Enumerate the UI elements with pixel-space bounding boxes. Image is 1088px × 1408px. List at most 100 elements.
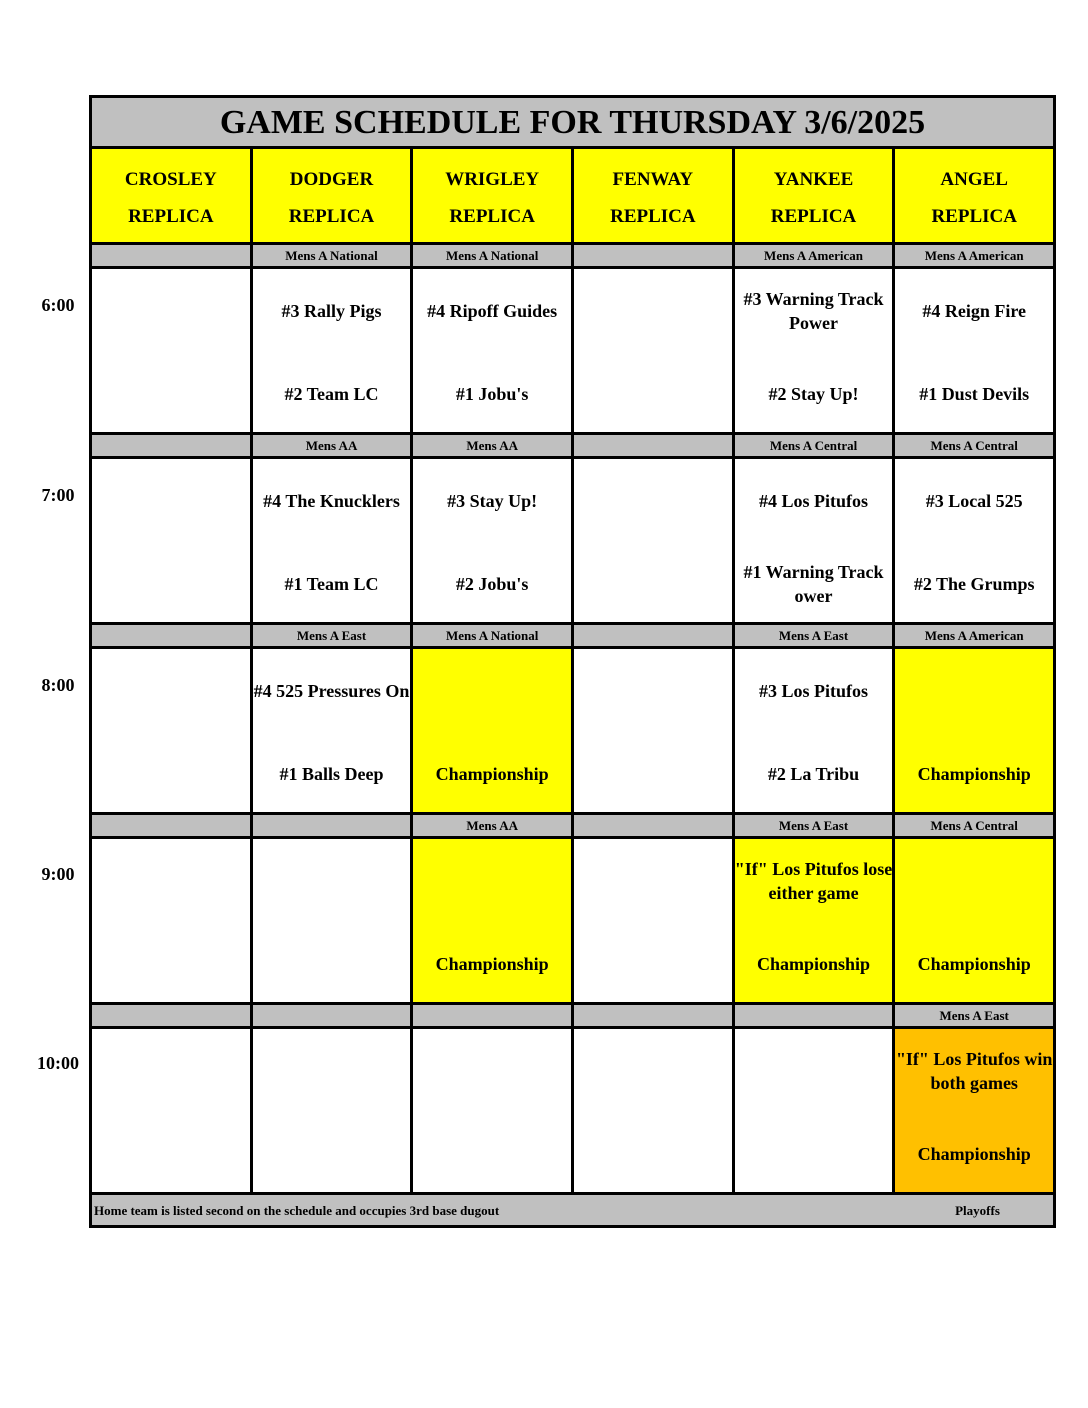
home-team: Championship — [435, 954, 549, 974]
field-name-line1: CROSLEY — [124, 169, 217, 190]
time-label: 10:00 — [37, 1053, 79, 1073]
row-divider — [92, 1002, 1053, 1005]
division-label: Mens A Central — [895, 435, 1054, 456]
game-cell: Championship — [413, 649, 572, 812]
home-team: #2 The Grumps — [913, 574, 1035, 594]
game-cell — [574, 269, 732, 432]
game-cell: #3 Stay Up! #2 Jobu's — [413, 459, 572, 622]
game-row: #4 525 Pressures On #1 Balls Deep Champion… — [92, 649, 1054, 812]
away-team: #3 Stay Up! — [447, 491, 538, 511]
home-team: Championship — [917, 1144, 1031, 1164]
away-team: #4 Ripoff Guides — [427, 301, 558, 321]
game-row: #4 The Knucklers #1 Team LC #3 Stay Up! #2 … — [92, 459, 1054, 622]
game-cell: #3 Warning Track Power #2 Stay Up! — [734, 269, 893, 432]
division-label — [574, 245, 732, 266]
division-label — [574, 435, 732, 456]
field-name-line1: YANKEE — [773, 169, 854, 190]
away-team: #3 Local 525 — [925, 491, 1023, 511]
field-name-line2: REPLICA — [128, 206, 214, 227]
home-team: #2 La Tribu — [767, 764, 860, 784]
away-team: "If" Los Pitufos win both games — [895, 1049, 1053, 1093]
game-cell: "If" Los Pitufos lose either game Champio… — [734, 839, 893, 1002]
row-divider — [92, 266, 1053, 269]
home-team: #2 Stay Up! — [768, 384, 859, 404]
game-cell — [252, 839, 411, 1002]
field-name-line1: ANGEL — [940, 169, 1008, 190]
game-cell — [92, 839, 250, 1002]
row-divider — [92, 622, 1053, 625]
division-label: Mens A National — [413, 625, 572, 646]
division-label: Mens A Central — [895, 815, 1054, 836]
time-label: 8:00 — [41, 675, 75, 695]
field-name-line1: WRIGLEY — [445, 169, 540, 190]
division-label — [92, 625, 250, 646]
row-divider — [92, 242, 1053, 245]
schedule-table: GAME SCHEDULE FOR THURSDAY 3/6/2025 CROS… — [89, 95, 1056, 1228]
home-team: #1 Dust Devils — [919, 384, 1030, 404]
game-cell — [574, 1029, 732, 1192]
game-cell — [574, 649, 732, 812]
game-cell: "If" Los Pitufos win both games Champions… — [895, 1029, 1054, 1192]
division-label: Mens AA — [413, 435, 572, 456]
row-divider — [92, 456, 1053, 459]
home-team: #1 Warning Track ower — [743, 562, 884, 606]
game-cell: #3 Rally Pigs #2 Team LC — [252, 269, 411, 432]
field-header: DODGER REPLICA — [252, 149, 411, 242]
division-label: Mens A National — [413, 245, 572, 266]
game-cell: Championship — [895, 839, 1054, 1002]
division-label: Mens A East — [734, 625, 893, 646]
game-cell — [92, 1029, 250, 1192]
division-label — [574, 815, 732, 836]
field-name-line1: DODGER — [289, 169, 374, 190]
row-divider — [92, 432, 1053, 435]
row-divider — [92, 1026, 1053, 1029]
row-divider — [92, 812, 1053, 815]
home-team: #1 Team LC — [284, 574, 379, 594]
game-cell: Championship — [413, 839, 572, 1002]
row-divider — [92, 836, 1053, 839]
division-label: Mens A American — [734, 245, 893, 266]
schedule-title: GAME SCHEDULE FOR THURSDAY 3/6/2025 — [92, 98, 1053, 149]
division-label: Mens AA — [252, 435, 411, 456]
footer-note: Home team is listed second on the schedu… — [94, 1203, 500, 1218]
division-label — [92, 1005, 250, 1026]
time-label: 6:00 — [41, 295, 75, 315]
away-team: #3 Warning Track Power — [743, 289, 884, 333]
home-team: Championship — [756, 954, 871, 974]
division-label: Mens A American — [895, 245, 1054, 266]
home-team: #1 Balls Deep — [279, 764, 384, 784]
field-header: WRIGLEY REPLICA — [413, 149, 572, 242]
home-team: Championship — [917, 764, 1031, 784]
division-row: Mens A National Mens A National Mens A Ame… — [92, 245, 1054, 266]
game-cell — [574, 459, 732, 622]
away-team: "If" Los Pitufos lose either game — [734, 859, 893, 903]
division-label: Mens A East — [252, 625, 411, 646]
game-cell — [734, 1029, 893, 1192]
division-label: Mens A East — [734, 815, 893, 836]
division-row: Mens AA Mens A East Mens A Central — [92, 815, 1054, 836]
field-name-line2: REPLICA — [288, 206, 375, 227]
division-row: Mens A East Mens A National Mens A East Men… — [92, 625, 1054, 646]
away-team: #3 Los Pitufos — [759, 681, 869, 701]
home-team: #2 Jobu's — [455, 574, 529, 594]
division-label — [92, 435, 250, 456]
division-label — [252, 1005, 411, 1026]
game-cell — [92, 269, 250, 432]
away-team: #3 Rally Pigs — [281, 301, 382, 321]
footer-row: Home team is listed second on the schedu… — [92, 1195, 1053, 1225]
away-team: #4 Reign Fire — [922, 301, 1027, 321]
game-cell — [574, 839, 732, 1002]
game-cell — [92, 459, 250, 622]
field-header: FENWAY REPLICA — [574, 149, 732, 242]
game-row: Championship "If" Los Pitufos lose either… — [92, 839, 1054, 1002]
division-label — [574, 625, 732, 646]
field-name-line2: REPLICA — [610, 206, 696, 227]
game-cell: #4 525 Pressures On #1 Balls Deep — [252, 649, 411, 812]
game-cell: #4 Los Pitufos #1 Warning Track ower — [734, 459, 893, 622]
division-label: Mens A Central — [734, 435, 893, 456]
division-label: Mens A East — [895, 1005, 1054, 1026]
division-label — [574, 1005, 732, 1026]
away-team: #4 Los Pitufos — [759, 491, 869, 511]
game-cell — [252, 1029, 411, 1192]
division-row: Mens A East — [92, 1005, 1054, 1026]
